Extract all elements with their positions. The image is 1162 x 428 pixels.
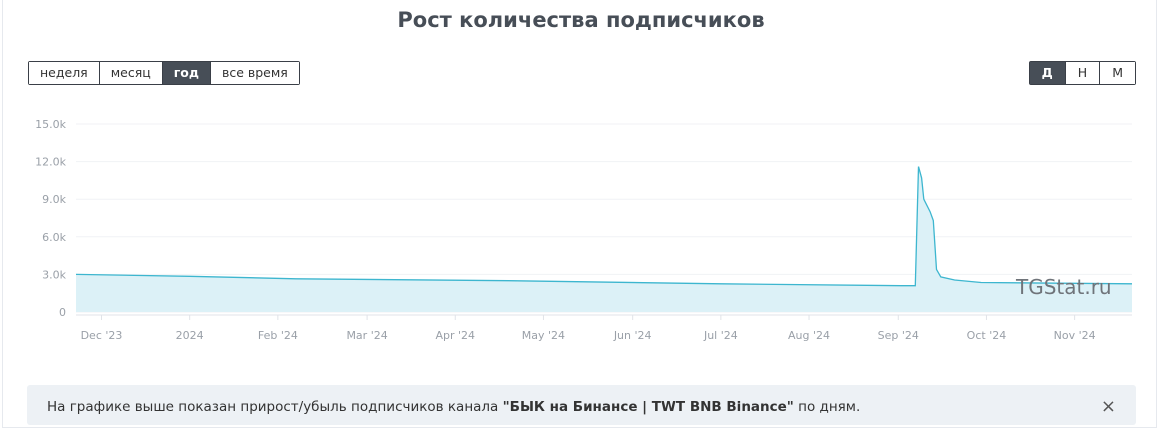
toggle-button[interactable]: неделя xyxy=(29,62,100,84)
x-tick-label: Apr '24 xyxy=(435,329,475,342)
y-tick-label: 3.0k xyxy=(42,268,66,281)
x-tick-label: Nov '24 xyxy=(1054,329,1096,342)
x-tick-label: 2024 xyxy=(176,329,204,342)
chart: 0 3.0k 6.0k 9.0k 12.0k 15.0k Dec '23 2024 Feb '2… xyxy=(35,118,1133,342)
toggle-button[interactable]: год xyxy=(162,62,211,84)
notice-text-before: На графике выше показан прирост/убыль по… xyxy=(47,399,503,415)
toggle-button[interactable]: М xyxy=(1100,62,1135,84)
toggle-button[interactable]: Д xyxy=(1029,62,1066,84)
watermark: TGStat.ru xyxy=(1015,275,1112,299)
x-tick-label: Aug '24 xyxy=(788,329,830,342)
y-tick-label: 9.0k xyxy=(42,193,66,206)
notice-text-after: по дням. xyxy=(793,399,861,415)
line xyxy=(75,166,1133,287)
x-tick-label: Mar '24 xyxy=(346,329,387,342)
x-tick-label: Oct '24 xyxy=(967,329,1007,342)
page-title: Рост количества подписчиков xyxy=(397,8,765,32)
y-tick-label: 12.0k xyxy=(35,156,66,169)
x-tick-label: Dec '23 xyxy=(81,329,123,342)
x-tick-label: Jul '24 xyxy=(703,329,738,342)
x-tick-label: May '24 xyxy=(522,329,565,342)
x-tick-label: Sep '24 xyxy=(878,329,919,342)
notice: На графике выше показан прирост/убыль по… xyxy=(27,385,1136,425)
y-tick-label: 0 xyxy=(59,306,66,319)
period-buttons: неделя месяц год все время xyxy=(28,61,300,85)
x-tick-label: Feb '24 xyxy=(258,329,298,342)
notice-text: На графике выше показан прирост/убыль по… xyxy=(47,399,860,415)
close-button[interactable]: × xyxy=(1100,396,1116,417)
toggle-button[interactable]: месяц xyxy=(99,62,163,84)
area-fill xyxy=(76,166,1132,312)
y-tick-label: 6.0k xyxy=(42,231,66,244)
toggle-button[interactable]: все время xyxy=(210,62,299,84)
channel-name: "БЫК на Бинансе | TWT BNB Binance" xyxy=(502,399,794,415)
toggle-button[interactable]: Н xyxy=(1065,62,1101,84)
y-tick-label: 15.0k xyxy=(35,118,66,131)
x-tick-label: Jun '24 xyxy=(613,329,652,342)
